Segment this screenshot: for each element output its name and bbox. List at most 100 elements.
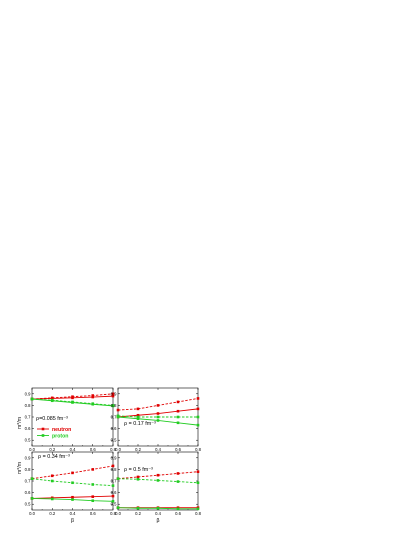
data-point [156, 473, 160, 477]
legend-entry-neutron: neutron [37, 427, 71, 433]
data-point [196, 507, 200, 511]
data-point [71, 498, 74, 501]
x-tick-label: 0.2 [135, 511, 141, 516]
data-point [196, 407, 200, 411]
data-point [176, 409, 180, 413]
y-tick-label: 0.6 [25, 426, 31, 431]
data-point [50, 479, 54, 483]
data-point [91, 468, 95, 471]
y-tick-label: 0.5 [111, 438, 117, 443]
data-point [176, 421, 180, 425]
data-point [156, 412, 160, 415]
y-tick-label: 0.8 [111, 467, 117, 472]
data-point [71, 481, 74, 485]
x-tick-label: 0.0 [115, 447, 121, 452]
legend-label: neutron [52, 427, 71, 433]
data-point [156, 506, 160, 510]
data-point [30, 477, 34, 480]
data-point [71, 401, 74, 404]
data-point [156, 404, 160, 407]
y-axis-label-bottom: m*/m [17, 462, 23, 474]
data-point [111, 484, 115, 487]
y-tick-label: 0.7 [25, 479, 31, 484]
y-tick-label: 0.6 [111, 426, 117, 431]
data-point [116, 506, 120, 509]
data-point [71, 396, 74, 400]
data-point [196, 415, 200, 419]
y-tick-label: 0.9 [25, 391, 31, 396]
y-tick-label: 0.5 [25, 502, 31, 507]
data-point [156, 479, 160, 482]
x-tick-label: 0.6 [175, 447, 181, 452]
x-tick-label: 0.2 [49, 511, 55, 516]
data-point [136, 415, 140, 419]
data-point [176, 507, 180, 511]
data-point [91, 394, 95, 397]
panel-b: 0.0 0.2 0.4 0.6 0.8 0.5 0.6 0.7 0.8 0.9 ρ = 0.17 f… [111, 387, 202, 452]
x-tick-label: 0.8 [110, 511, 116, 516]
data-point [111, 394, 115, 398]
x-tick-label: 0.6 [90, 447, 96, 452]
x-tick-label: 0.4 [70, 511, 76, 516]
y-tick-label: 0.7 [111, 479, 117, 484]
data-point [50, 397, 54, 400]
x-tick-label: 0.8 [110, 447, 116, 452]
x-axis-label-right: β [157, 518, 160, 524]
data-point [111, 392, 115, 396]
data-point [111, 404, 115, 408]
x-tick-label: 0.4 [70, 447, 76, 452]
data-point [156, 415, 160, 419]
data-point [50, 399, 54, 403]
y-tick-label: 0.9 [111, 455, 117, 460]
data-point [91, 499, 95, 503]
panel-a: 0.0 0.2 0.4 0.6 0.8 0.5 0.6 0.7 0.8 0.9 ρ=0.085 fm… [25, 387, 117, 452]
data-point [136, 407, 140, 411]
data-point [91, 402, 95, 406]
data-point [136, 475, 140, 479]
data-point [196, 397, 200, 400]
data-point [91, 395, 95, 399]
y-tick-label: 0.8 [111, 403, 117, 408]
data-point [111, 500, 115, 503]
x-tick-label: 0.0 [29, 511, 35, 516]
data-point [71, 495, 74, 499]
data-point [116, 477, 120, 480]
data-point [196, 470, 200, 474]
y-tick-label: 0.7 [25, 415, 31, 420]
data-point [50, 474, 54, 478]
x-tick-label: 0.2 [49, 447, 55, 452]
data-point [116, 408, 120, 412]
legend-marker [41, 434, 45, 437]
x-tick-label: 0.2 [135, 447, 141, 452]
data-point [71, 471, 74, 475]
y-tick-label: 0.6 [25, 490, 31, 495]
data-point [116, 415, 120, 419]
y-tick-label: 0.6 [111, 490, 117, 495]
panel-c: 0.0 0.2 0.4 0.6 0.8 0.5 0.6 0.7 0.8 0.9 ρ = 0.34 f… [25, 451, 117, 516]
data-point [30, 397, 34, 401]
panel-d: 0.0 0.2 0.4 0.6 0.8 0.5 0.6 0.7 0.8 0.9 ρ = 0.5 fm… [111, 451, 202, 516]
density-annotation: ρ = 0.5 fm⁻³ [124, 467, 153, 473]
y-tick-label: 0.9 [111, 391, 117, 396]
data-point [111, 494, 115, 498]
data-point [136, 506, 140, 510]
legend-entry-proton: proton [37, 433, 68, 439]
data-point [136, 477, 140, 481]
data-point [176, 415, 180, 419]
y-tick-label: 0.7 [111, 415, 117, 420]
data-point [196, 481, 200, 485]
data-point [176, 472, 180, 475]
x-tick-label: 0.8 [195, 511, 201, 516]
data-point [176, 400, 180, 404]
y-tick-label: 0.8 [25, 467, 31, 472]
data-point [30, 497, 34, 500]
x-tick-label: 0.8 [195, 447, 201, 452]
x-tick-label: 0.6 [175, 511, 181, 516]
density-annotation: ρ=0.085 fm⁻³ [36, 416, 68, 422]
y-tick-label: 0.9 [25, 455, 31, 460]
x-tick-label: 0.0 [115, 511, 121, 516]
data-point [136, 417, 140, 421]
y-tick-label: 0.5 [111, 502, 117, 507]
data-point [91, 483, 95, 486]
